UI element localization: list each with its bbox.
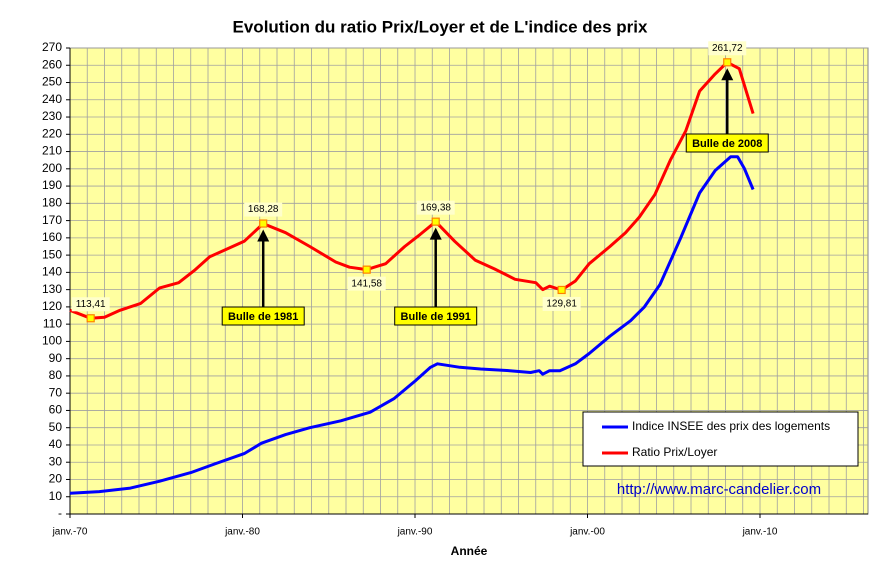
annotation-label: 141,58: [351, 278, 382, 289]
y-tick-label: 110: [43, 316, 62, 330]
series-line: [69, 60, 755, 320]
y-tick-label: 10: [49, 489, 63, 503]
y-tick-label: 270: [42, 40, 62, 54]
annotation-label: 129,81: [546, 299, 577, 310]
annotation-label: 113,41: [76, 299, 106, 310]
y-tick-label: 250: [42, 75, 62, 89]
y-tick-label: 80: [49, 368, 63, 382]
y-tick-label: 60: [49, 403, 63, 417]
y-tick-label: 40: [49, 437, 63, 451]
annotation-marker: [431, 217, 440, 226]
y-tick-label: 200: [42, 161, 62, 175]
annotation-label-bg: [71, 297, 110, 312]
y-tick-label: 170: [42, 213, 62, 227]
y-tick-label: 150: [42, 247, 62, 261]
y-tick-label: 30: [49, 454, 63, 468]
chart-title: Evolution du ratio Prix/Loyer et de L'in…: [233, 17, 649, 36]
legend: Indice INSEE des prix des logements Ratio…: [582, 411, 859, 467]
y-tick-label: 100: [42, 334, 62, 348]
annotation-marker: [362, 265, 371, 274]
callout-arrowhead: [721, 68, 734, 81]
callout-text: Bulle de 1981: [228, 311, 298, 323]
legend-label: Indice INSEE des prix des logements: [632, 419, 830, 433]
legend-label: Ratio Prix/Loyer: [632, 445, 717, 459]
annotation-marker: [259, 219, 268, 228]
y-tick-label: 220: [42, 126, 62, 140]
x-tick-label: janv.-10: [742, 527, 778, 538]
series-line: [69, 155, 755, 495]
annotation-label-bg: [416, 200, 455, 215]
x-tick-label: janv.-00: [569, 527, 605, 538]
annotation-marker: [723, 58, 732, 67]
x-tick-label: janv.-80: [224, 527, 260, 538]
y-tick-label: 90: [49, 351, 63, 365]
callout-box: [221, 306, 305, 326]
callout-arrowhead: [257, 229, 270, 242]
y-tick-label: 130: [42, 282, 62, 296]
callout-arrowhead: [429, 227, 442, 240]
x-tick-label: janv.-90: [397, 527, 433, 538]
annotation-label: 168,28: [248, 204, 279, 215]
callout-box: [394, 306, 478, 326]
y-tick-label: -: [58, 506, 62, 520]
annotation-label: 169,38: [420, 202, 451, 213]
annotation-label-bg: [347, 276, 386, 291]
annotation-label-bg: [542, 296, 581, 311]
y-tick-label: 50: [49, 420, 63, 434]
annotation-label-bg: [244, 202, 283, 217]
y-tick-label: 240: [42, 92, 62, 106]
y-tick-label: 210: [42, 144, 62, 158]
x-tick-label: janv.-70: [52, 527, 88, 538]
x-axis-label: Année: [451, 544, 488, 558]
annotation-marker: [557, 285, 566, 295]
annotation-marker: [86, 314, 95, 323]
source-url: http://www.marc-candelier.com: [617, 481, 821, 498]
callout-text: Bulle de 1991: [401, 311, 471, 323]
annotation-label: 261,72: [712, 43, 743, 54]
y-tick-label: 120: [42, 299, 62, 313]
y-tick-label: 260: [42, 57, 62, 71]
annotation-label-bg: [708, 41, 747, 56]
callout-box: [685, 133, 769, 153]
y-tick-label: 140: [42, 265, 62, 279]
callout-text: Bulle de 2008: [692, 138, 762, 150]
y-tick-label: 190: [42, 178, 62, 192]
y-tick-label: 160: [42, 230, 62, 244]
legend-box: [582, 411, 859, 467]
y-tick-label: 20: [49, 472, 63, 486]
y-tick-label: 230: [42, 109, 62, 123]
y-tick-label: 180: [42, 196, 62, 210]
y-tick-label: 70: [49, 385, 63, 399]
